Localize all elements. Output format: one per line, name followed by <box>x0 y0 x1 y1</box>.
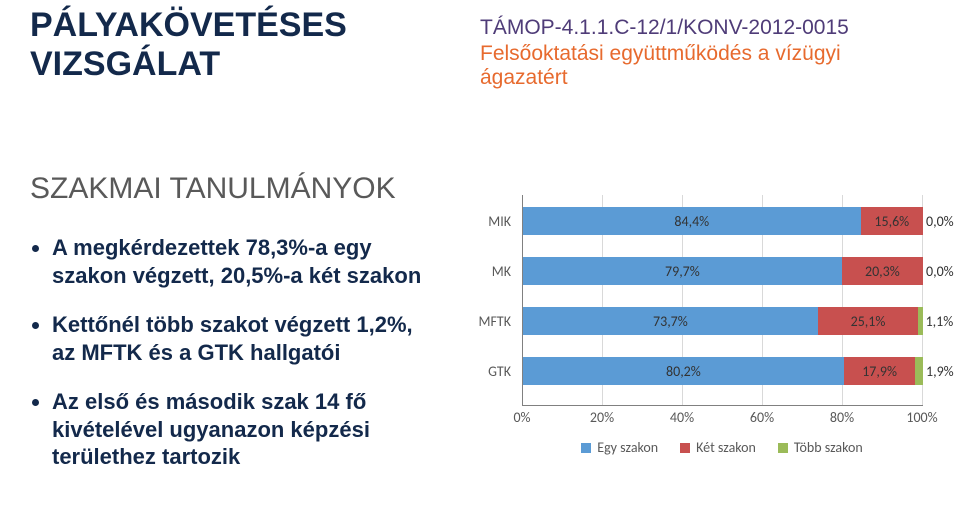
category-label: MK <box>461 263 511 280</box>
legend-item: Két szakon <box>680 439 756 456</box>
title-line-2: VIZSGÁLAT <box>30 45 347 84</box>
bullet-item: Az első és második szak 14 fő kivételéve… <box>52 388 440 471</box>
section-title: SZAKMAI TANULMÁNYOK <box>30 172 396 206</box>
bar-segment: 80,2% <box>523 357 844 385</box>
bar-segment: 79,7% <box>523 257 842 285</box>
bar-value-label: 20,3% <box>865 263 900 280</box>
title-line-1: PÁLYAKÖVETÉSES <box>30 6 347 45</box>
bar-segment: 73,7% <box>523 307 818 335</box>
x-tick-label: 60% <box>750 409 774 426</box>
x-tick-label: 20% <box>590 409 614 426</box>
bar-value-label: 15,6% <box>874 213 909 230</box>
x-tick-label: 0% <box>513 409 530 426</box>
bar-value-label: 0,0% <box>926 213 954 230</box>
bar-row: 80,2% 17,9% 1,9% <box>523 357 923 385</box>
project-code: TÁMOP-4.1.1.C-12/1/KONV-2012-0015 <box>480 16 930 40</box>
bar-value-label: 25,1% <box>851 313 886 330</box>
bar-value-label: 80,2% <box>666 363 701 380</box>
legend-swatch <box>680 443 690 453</box>
bar-segment: 1,9% <box>915 357 923 385</box>
bullet-item: Kettőnél több szakot végzett 1,2%, az MF… <box>52 311 440 366</box>
legend-swatch <box>778 443 788 453</box>
bar-value-label: 84,4% <box>674 213 709 230</box>
legend-label: Két szakon <box>696 439 756 456</box>
title-block: PÁLYAKÖVETÉSES VIZSGÁLAT <box>30 6 347 84</box>
bar-segment: 84,4% <box>523 207 861 235</box>
bar-value-label: 17,9% <box>862 363 897 380</box>
stacked-bar-chart: MIK84,4%15,6%0,0%MK79,7%20,3%0,0%MFTK73,… <box>470 195 930 465</box>
x-tick-label: 80% <box>830 409 854 426</box>
x-tick-label: 40% <box>670 409 694 426</box>
bar-segment: 15,6% <box>861 207 923 235</box>
category-label: MIK <box>461 213 511 230</box>
bar-value-label: 1,9% <box>926 363 954 380</box>
chart-legend: Egy szakon Két szakon Több szakon <box>522 439 922 456</box>
bar-row: 79,7%20,3%0,0% <box>523 257 923 285</box>
legend-swatch <box>581 443 591 453</box>
bar-value-label: 73,7% <box>653 313 688 330</box>
legend-label: Egy szakon <box>597 439 658 456</box>
project-subtitle: Felsőoktatási együttműködés a vízügyi ág… <box>480 42 930 90</box>
bar-segment: 20,3% <box>842 257 923 285</box>
header-right: TÁMOP-4.1.1.C-12/1/KONV-2012-0015 Felsőo… <box>480 16 930 90</box>
bar-value-label: 0,0% <box>926 263 954 280</box>
bar-segment: 25,1% <box>818 307 918 335</box>
category-label: GTK <box>461 363 511 380</box>
bar-row: 84,4%15,6%0,0% <box>523 207 923 235</box>
plot-area: MIK84,4%15,6%0,0%MK79,7%20,3%0,0%MFTK73,… <box>522 195 923 406</box>
bar-row: 73,7% 25,1% 1,1% <box>523 307 923 335</box>
legend-item: Több szakon <box>778 439 863 456</box>
bullet-list: A megkérdezettek 78,3%-a egy szakon végz… <box>30 212 440 471</box>
bar-segment: 17,9% <box>844 357 916 385</box>
bullet-item: A megkérdezettek 78,3%-a egy szakon végz… <box>52 234 440 289</box>
bar-segment: 1,1% <box>918 307 922 335</box>
category-label: MFTK <box>461 313 511 330</box>
legend-label: Több szakon <box>794 439 863 456</box>
x-tick-label: 100% <box>906 409 937 426</box>
bar-value-label: 79,7% <box>665 263 700 280</box>
bar-value-label: 1,1% <box>926 313 954 330</box>
legend-item: Egy szakon <box>581 439 658 456</box>
x-axis-labels: 0%20%40%60%80%100% <box>522 409 922 429</box>
